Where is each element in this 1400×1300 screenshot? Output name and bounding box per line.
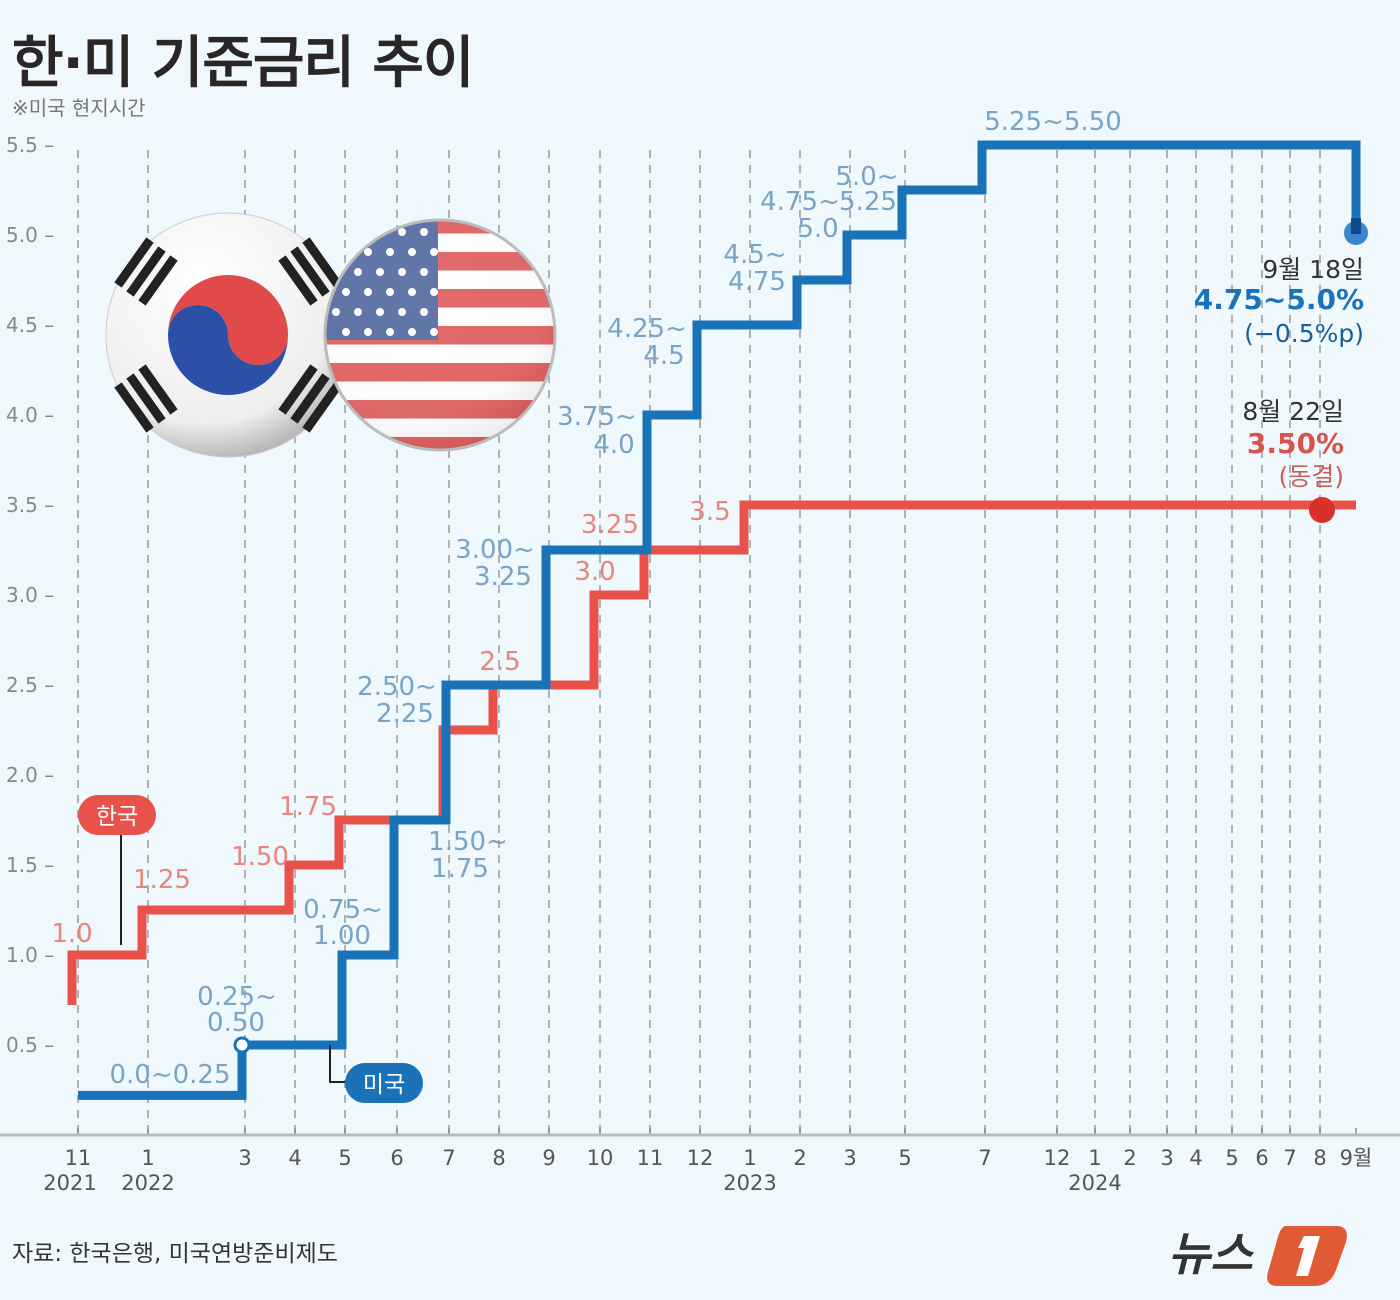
korea-latest-date: 8월 22일 <box>1242 397 1344 426</box>
x-tick-label: 5 <box>1225 1146 1238 1170</box>
x-year-label: 2023 <box>723 1171 776 1195</box>
x-tick-label: 7 <box>1283 1146 1296 1170</box>
us-rate-label: 4.75 <box>728 267 786 297</box>
x-tick-label: 6 <box>1255 1146 1268 1170</box>
x-tick-label: 9 <box>542 1146 555 1170</box>
x-tick-label: 10 <box>587 1146 614 1170</box>
y-tick-label: 2.0 – <box>6 763 54 787</box>
y-tick-label: 4.0 – <box>6 403 54 427</box>
y-tick-label: 5.0 – <box>6 223 54 247</box>
us-rate-label: 4.0 <box>593 430 634 460</box>
y-tick-label: 4.5 – <box>6 313 54 337</box>
korea-rate-line <box>67 500 1356 1005</box>
x-tick-label: 8 <box>492 1146 505 1170</box>
y-tick-label: 2.5 – <box>6 673 54 697</box>
korea-rate-label: 3.25 <box>581 510 639 540</box>
y-tick-label: 0.5 – <box>6 1033 54 1057</box>
us-latest-point-core <box>1351 218 1361 234</box>
chart-title: 한·미 기준금리 추이 <box>12 31 474 96</box>
us-rate-label: 5.25 <box>839 187 897 217</box>
x-tick-label: 1 <box>1088 1146 1101 1170</box>
flags <box>105 212 557 458</box>
y-tick-label: 1.5 – <box>6 853 54 877</box>
us-rate-label: 4.5 <box>643 341 684 371</box>
us-rate-label: 5.0 <box>797 214 838 244</box>
x-tick-label: 7 <box>978 1146 991 1170</box>
us-rate-label: 1.75 <box>431 854 489 884</box>
korea-rate-label: 2.5 <box>479 647 520 677</box>
svg-text:뉴스: 뉴스 <box>1168 1227 1254 1281</box>
us-rate-label: 4.25~ <box>607 314 687 344</box>
us-rate-label: 3.00~ <box>455 535 535 565</box>
y-tick-label: 5.5 – <box>6 133 54 157</box>
x-tick-label: 11 <box>65 1146 92 1170</box>
us-rate-label: 2.50~ <box>357 672 437 702</box>
korea-rate-label: 1.0 <box>51 919 92 949</box>
y-tick-label: 3.0 – <box>6 583 54 607</box>
us-rate-label: 3.25 <box>474 562 532 592</box>
korea-flag-icon <box>105 212 351 458</box>
x-tick-label: 2 <box>1123 1146 1136 1170</box>
chart-subtitle: ※미국 현지시간 <box>12 96 146 120</box>
x-tick-label: 3 <box>843 1146 856 1170</box>
korea-rate-label: 3.5 <box>689 497 730 527</box>
us-rate-label: 1.50~ <box>428 827 508 857</box>
x-tick-label: 3 <box>238 1146 251 1170</box>
x-tick-label: 6 <box>390 1146 403 1170</box>
x-tick-label: 12 <box>687 1146 714 1170</box>
us-flag-icon <box>325 220 555 450</box>
us-legend-badge <box>345 1063 423 1103</box>
x-tick-label: 9월 <box>1340 1146 1373 1170</box>
korea-legend-badge <box>78 795 156 835</box>
us-rate-label: 4.5~ <box>723 240 786 270</box>
us-rate-label: 0.50 <box>207 1008 265 1038</box>
source-note: 자료: 한국은행, 미국연방준비제도 <box>12 1241 338 1267</box>
us-rate-label: 1.00 <box>313 921 371 951</box>
x-tick-label: 8 <box>1313 1146 1326 1170</box>
us-latest-change: (−0.5%p) <box>1244 319 1364 348</box>
news1-logo: 뉴스 <box>1168 1218 1348 1292</box>
korea-latest-point <box>1309 497 1335 523</box>
x-tick-label: 3 <box>1160 1146 1173 1170</box>
x-tick-label: 11 <box>637 1146 664 1170</box>
x-year-label: 2021 <box>43 1171 96 1195</box>
us-point-marker <box>233 1036 251 1054</box>
us-latest-date: 9월 18일 <box>1262 255 1364 284</box>
us-legend-leader <box>329 1045 348 1083</box>
us-rate-label: 0.25~ <box>197 982 277 1012</box>
x-tick-label: 7 <box>442 1146 455 1170</box>
x-tick-label: 5 <box>898 1146 911 1170</box>
korea-rate-label: 1.50 <box>231 842 289 872</box>
us-rate-label: 0.0~0.25 <box>109 1060 230 1090</box>
us-latest-rate: 4.75~5.0% <box>1194 283 1364 316</box>
korea-rate-label: 1.75 <box>279 792 337 822</box>
us-rate-label: 3.75~ <box>557 402 637 432</box>
korea-legend-label: 한국 <box>96 804 138 830</box>
x-tick-label: 4 <box>1189 1146 1202 1170</box>
us-rate-label: 2.25 <box>376 699 434 729</box>
x-year-label: 2024 <box>1068 1171 1121 1195</box>
x-tick-label: 5 <box>338 1146 351 1170</box>
x-tick-label: 1 <box>141 1146 154 1170</box>
x-tick-label: 2 <box>793 1146 806 1170</box>
korea-rate-label: 3.0 <box>574 557 615 587</box>
korea-latest-change: (동결) <box>1278 462 1344 491</box>
us-rate-label: 5.0~ <box>835 162 898 192</box>
y-tick-label: 1.0 – <box>6 943 54 967</box>
us-rate-label: 0.75~ <box>303 895 383 925</box>
us-rate-label: 4.75~ <box>760 187 840 217</box>
us-legend-label: 미국 <box>363 1072 405 1098</box>
us-rate-label: 5.25~5.50 <box>984 107 1122 137</box>
us-rate-line <box>78 140 1361 1100</box>
x-tick-label: 1 <box>743 1146 756 1170</box>
y-tick-label: 3.5 – <box>6 493 54 517</box>
korea-rate-label: 1.25 <box>133 865 191 895</box>
x-tick-label: 4 <box>288 1146 301 1170</box>
x-tick-label: 12 <box>1044 1146 1071 1170</box>
x-year-label: 2022 <box>121 1171 174 1195</box>
korea-latest-rate: 3.50% <box>1247 427 1344 460</box>
